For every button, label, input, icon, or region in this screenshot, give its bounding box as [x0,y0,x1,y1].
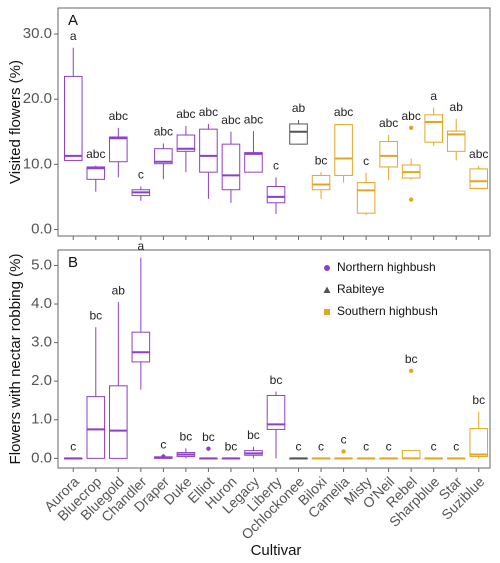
significance-letter: abc [401,109,420,123]
box [266,394,286,430]
outlier [206,446,211,451]
significance-letter: c [138,168,144,182]
y-tick-label: 0.0 [31,449,52,466]
box [109,385,128,459]
significance-letter: abc [199,105,218,119]
significance-letter: c [386,440,392,454]
box [424,114,443,143]
significance-letter: bc [405,352,418,366]
significance-letter: c [341,433,347,447]
significance-letter: ab [112,283,126,297]
box [311,174,331,191]
box [469,168,489,189]
box [334,124,353,176]
significance-letter: abc [154,125,173,139]
outlier [408,125,414,131]
panel-label: A [68,12,78,29]
y-axis-label: Visited flowers (%) [7,60,24,184]
box [109,136,128,163]
significance-letter: c [363,440,369,454]
y-tick-label: 0.0 [31,220,52,237]
box [446,130,466,152]
y-tick-label: 1.0 [31,411,52,428]
significance-letter: c [296,440,302,454]
box [86,166,106,180]
significance-letter: bc [247,428,260,442]
panel-frame [57,7,491,237]
box [154,148,173,165]
outlier [161,454,166,459]
box [289,123,308,145]
significance-letter: abc [379,116,398,130]
significance-letter: abc [334,105,353,119]
significance-letter: c [273,159,279,173]
y-tick-label: 5.0 [31,256,52,273]
y-tick-label: 4.0 [31,295,52,312]
box [176,134,196,152]
y-tick-label: 20.0 [23,90,52,107]
legend-marker [324,309,330,315]
legend-label: Rabiteye [337,282,385,296]
box [401,450,421,459]
outlier [341,449,346,454]
box [199,128,218,173]
panel-frame [57,249,491,469]
box [86,396,106,459]
box [266,185,286,204]
significance-letter: a [137,239,144,253]
box [63,75,83,161]
significance-letter: a [70,29,77,43]
box [379,141,398,168]
significance-letter: bc [270,373,283,387]
significance-letter: bc [315,153,328,167]
box [469,428,489,457]
significance-letter: ab [450,100,464,114]
significance-letter: abc [221,113,240,127]
significance-letter: c [70,440,76,454]
outlier [408,368,414,373]
significance-letter: bc [89,308,102,322]
significance-letter: bc [472,393,485,407]
x-axis-label: Cultivar [251,542,302,559]
significance-letter: abc [469,147,488,161]
significance-letter: ab [292,101,306,115]
box [244,152,263,173]
y-tick-label: 10.0 [23,155,52,172]
significance-letter: c [160,438,166,452]
y-axis-label: Flowers with nectar robbing (%) [7,254,24,465]
y-tick-label: 2.0 [31,372,52,389]
significance-letter: bc [225,440,238,454]
significance-letter: bc [202,430,215,444]
significance-letter: abc [109,109,128,123]
significance-letter: abc [244,112,263,126]
box [131,331,151,363]
significance-letter: c [431,440,437,454]
y-tick-label: 3.0 [31,334,52,351]
significance-letter: abc [86,147,105,161]
box [221,143,241,191]
outlier [408,197,414,202]
significance-letter: c [318,440,324,454]
legend-label: Southern highbush [337,304,438,318]
significance-letter: c [363,154,369,168]
significance-letter: abc [176,107,195,121]
significance-letter: a [430,89,437,103]
legend-label: Northern highbush [337,260,436,274]
significance-letter: bc [180,429,193,443]
legend-marker [324,265,330,271]
y-tick-label: 30.0 [23,25,52,42]
legend-marker [323,286,331,293]
box [356,182,376,214]
panel-label: B [68,254,78,271]
significance-letter: c [453,440,459,454]
